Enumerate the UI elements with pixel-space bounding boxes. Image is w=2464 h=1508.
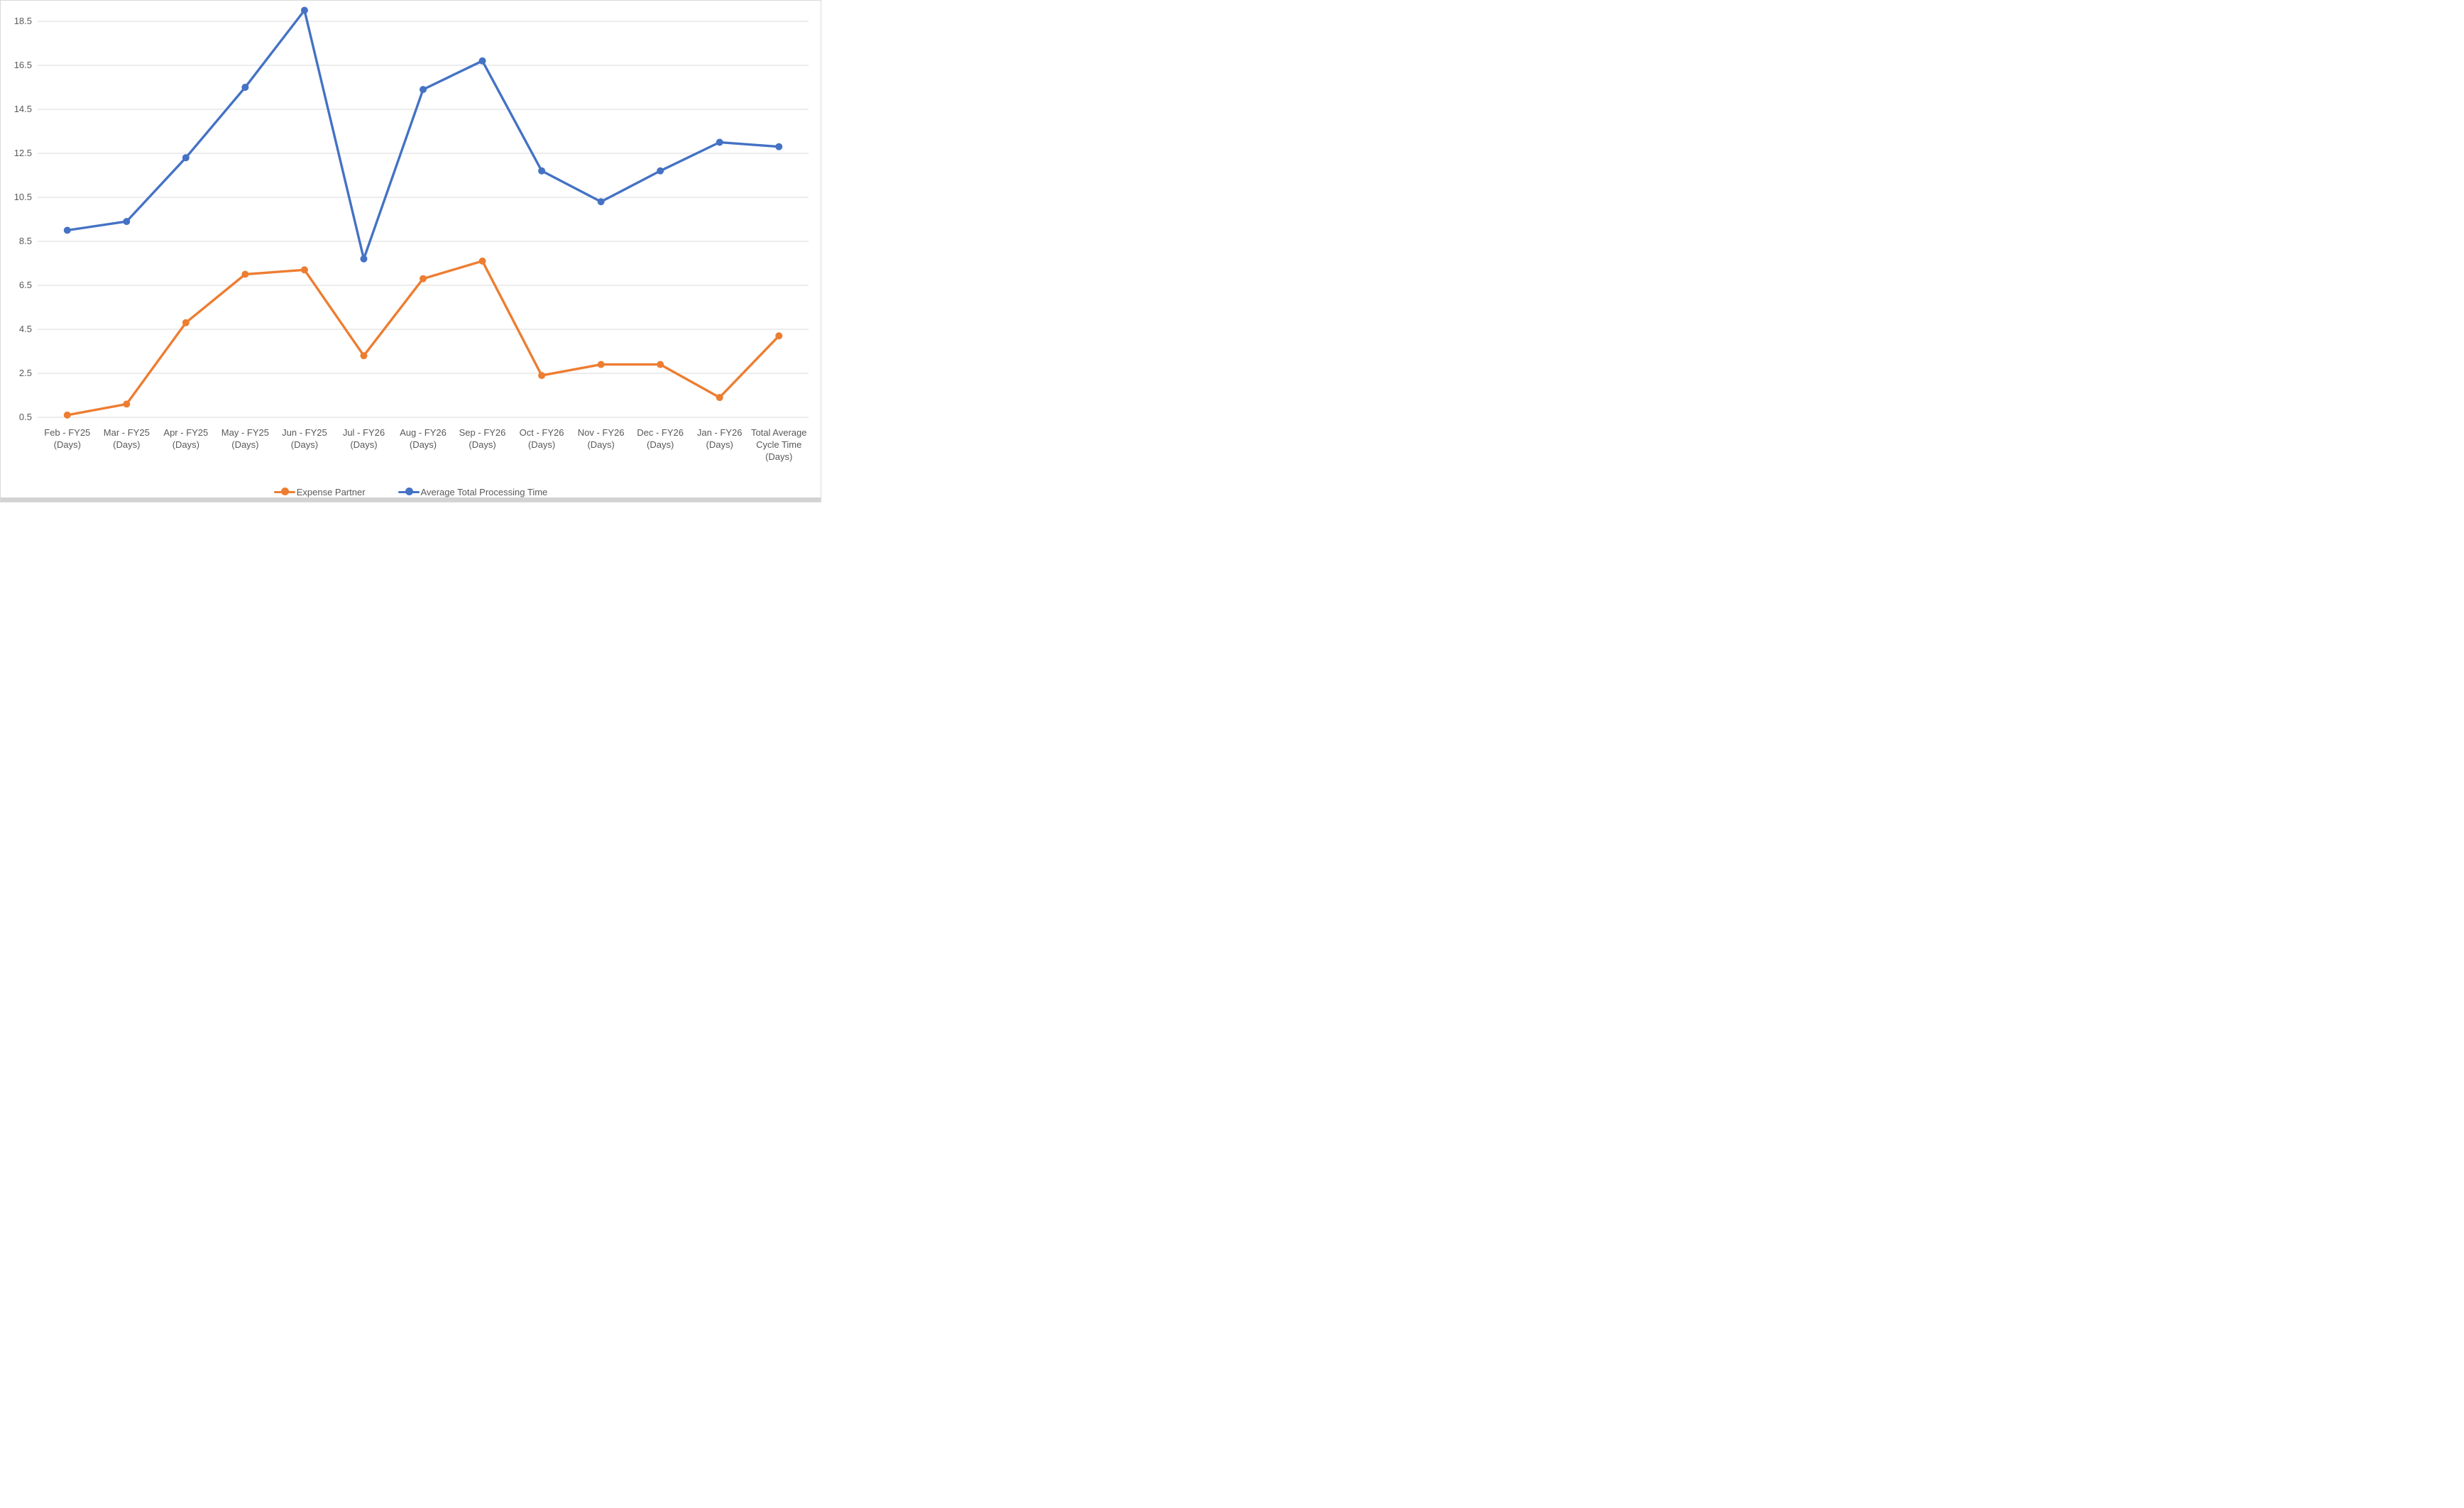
data-point-expense-partner — [657, 361, 664, 368]
x-tick-label-line: Apr - FY25 — [163, 427, 209, 438]
x-tick-label: Apr - FY25 (Days) — [153, 426, 219, 451]
data-point-expense-partner — [478, 257, 486, 265]
data-point-average-total-processing-time — [775, 143, 783, 150]
x-tick-label: Sep - FY26 (Days) — [450, 426, 515, 451]
data-point-expense-partner — [360, 352, 368, 360]
x-tick-label: Jan - FY26 (Days) — [687, 426, 752, 451]
y-tick-label: 12.5 — [13, 148, 32, 158]
legend-line-marker-icon — [273, 485, 295, 499]
series-line-average-total-processing-time — [66, 9, 780, 260]
x-tick-label-line: (Days) — [231, 439, 259, 450]
x-tick-label-line: Jun - FY25 — [282, 427, 327, 438]
data-point-expense-partner — [63, 411, 71, 419]
x-tick-label-line: Total Average — [750, 427, 807, 438]
x-tick-label-line: (Days) — [469, 439, 496, 450]
data-point-average-total-processing-time — [420, 86, 427, 94]
data-point-expense-partner — [123, 400, 131, 408]
x-tick-label: Nov - FY26 (Days) — [569, 426, 634, 451]
y-tick-label: 0.5 — [18, 412, 32, 422]
y-tick-label: 6.5 — [18, 280, 32, 290]
data-point-expense-partner — [182, 319, 190, 326]
data-point-expense-partner — [241, 270, 249, 278]
legend-marker-dot — [405, 488, 413, 495]
x-tick-label-line: (Days) — [172, 439, 199, 450]
x-tick-label: Feb - FY25 (Days) — [35, 426, 100, 451]
legend-item-average-total-processing-time: Average Total Processing Time — [398, 485, 548, 499]
window-bottom-edge — [1, 497, 821, 502]
data-point-average-total-processing-time — [63, 226, 71, 234]
y-tick-label: 10.5 — [13, 192, 32, 202]
y-tick-label: 4.5 — [18, 324, 32, 334]
data-point-expense-partner — [597, 361, 605, 368]
x-tick-label: Mar - FY25 (Days) — [94, 426, 159, 451]
y-tick-label: 16.5 — [13, 60, 32, 70]
data-point-average-total-processing-time — [300, 6, 308, 14]
x-tick-label-line: (Days) — [290, 439, 319, 450]
x-tick-label-line: Oct - FY26 — [519, 427, 564, 438]
y-tick-label: 18.5 — [13, 16, 32, 26]
x-tick-label-line: (Days) — [527, 439, 556, 450]
data-point-expense-partner — [300, 266, 308, 274]
x-tick-label-line: (Days) — [409, 439, 437, 450]
x-tick-label: Jul - FY26 (Days) — [331, 426, 396, 451]
legend-label: Expense Partner — [296, 486, 366, 497]
plot-area — [38, 6, 809, 419]
x-tick-label-line: Feb - FY25 — [44, 427, 91, 438]
x-tick-label-line: (Days) — [53, 439, 81, 450]
x-tick-label: Aug - FY26 (Days) — [390, 426, 456, 451]
x-tick-label-line: (Days) — [706, 439, 733, 450]
x-tick-label: Jun - FY25 (Days) — [272, 426, 337, 451]
data-point-average-total-processing-time — [360, 255, 368, 263]
data-point-average-total-processing-time — [182, 154, 190, 162]
x-tick-label-line: Nov - FY26 — [577, 427, 625, 438]
data-point-average-total-processing-time — [538, 167, 546, 175]
data-point-expense-partner — [538, 372, 546, 380]
data-point-expense-partner — [420, 275, 427, 282]
data-point-expense-partner — [775, 332, 783, 340]
legend-label: Average Total Processing Time — [420, 486, 548, 497]
x-tick-label-line: Aug - FY26 — [400, 427, 447, 438]
y-tick-label: 8.5 — [18, 236, 32, 246]
legend: Expense Partner Average Total Processing … — [1, 485, 821, 499]
x-tick-label-line: Mar - FY25 — [103, 427, 150, 438]
x-tick-label-line: Cycle Time — [756, 439, 802, 450]
x-tick-label: Oct - FY26 (Days) — [509, 426, 574, 451]
x-tick-label-line: Jan - FY26 — [696, 427, 743, 438]
x-tick-label-line: (Days) — [587, 439, 615, 450]
data-point-average-total-processing-time — [241, 84, 249, 91]
legend-marker-dot — [280, 488, 289, 495]
chart-window: 18.5 16.5 14.5 12.5 10.5 8.5 6.5 4.5 2.5 0.5 Feb … — [0, 0, 821, 502]
x-tick-label: Total Average Cycle Time (Days) — [746, 426, 811, 463]
data-point-average-total-processing-time — [716, 138, 723, 146]
y-tick-label: 14.5 — [13, 104, 32, 114]
x-tick-label-line: (Days) — [350, 439, 378, 450]
series-line-expense-partner — [66, 260, 780, 417]
legend-item-expense-partner: Expense Partner — [273, 485, 366, 499]
x-tick-label-line: (Days) — [647, 439, 674, 450]
data-point-average-total-processing-time — [657, 167, 664, 175]
x-tick-label-line: May - FY25 — [221, 427, 269, 438]
x-tick-label: May - FY25 (Days) — [212, 426, 278, 451]
x-tick-label-line: (Days) — [113, 439, 141, 450]
legend-line-marker-icon — [398, 485, 420, 499]
data-point-average-total-processing-time — [478, 57, 486, 65]
x-tick-label-line: Dec - FY26 — [637, 427, 684, 438]
x-tick-label-line: Sep - FY26 — [459, 427, 506, 438]
data-point-average-total-processing-time — [597, 198, 605, 206]
data-point-average-total-processing-time — [123, 218, 131, 226]
x-tick-label-line: Jul - FY26 — [342, 427, 385, 438]
x-tick-label: Dec - FY26 (Days) — [628, 426, 693, 451]
x-tick-label-line: (Days) — [765, 451, 793, 462]
y-tick-label: 2.5 — [18, 368, 32, 378]
data-point-expense-partner — [716, 394, 723, 402]
